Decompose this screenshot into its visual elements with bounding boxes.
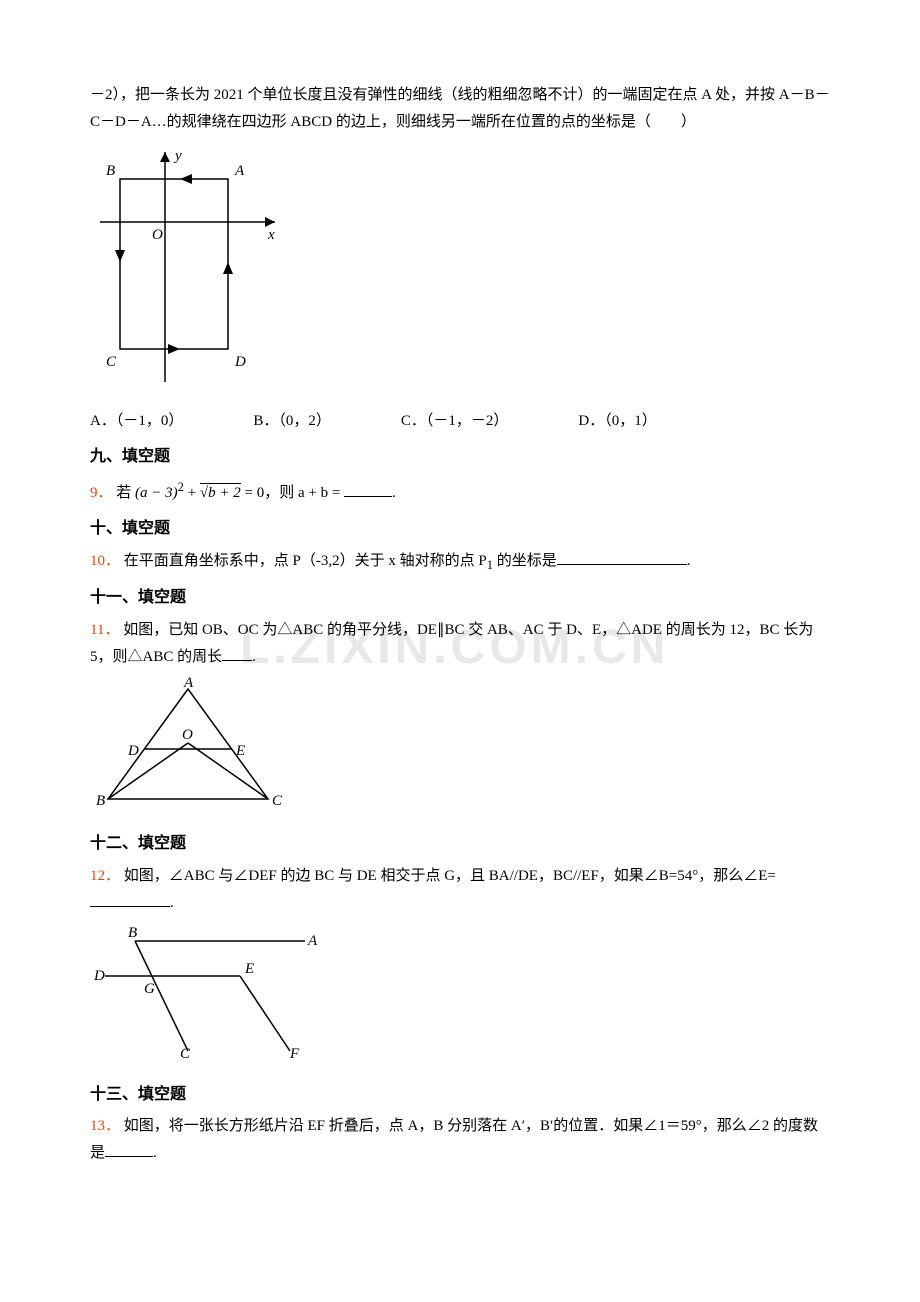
page-content: －2），把一条长为 2021 个单位长度且没有弹性的细线（线的粗细忽略不计）的一… xyxy=(90,82,830,1167)
diagram-triangle: A B C D E O xyxy=(90,677,830,822)
tri-A: A xyxy=(183,677,194,691)
option-d: D．（0，1） xyxy=(578,408,656,435)
q10-end: . xyxy=(687,553,691,569)
line-E: E xyxy=(244,961,254,977)
q11-blank xyxy=(222,646,252,661)
option-a: A．（－1，0） xyxy=(90,408,183,435)
label-y: y xyxy=(173,148,182,164)
line-C: C xyxy=(180,1046,191,1062)
section-11-title: 十一、填空题 xyxy=(90,584,830,613)
q10-number: 10． xyxy=(90,553,120,569)
q10-blank xyxy=(557,550,687,565)
q9-paren: (a − 3) xyxy=(135,485,178,501)
line-B: B xyxy=(128,925,137,941)
q9-number: 9． xyxy=(90,485,113,501)
q11-end: . xyxy=(252,649,256,665)
q12-end: . xyxy=(170,895,174,911)
tri-O: O xyxy=(182,727,193,743)
q11-text: 如图，已知 OB、OC 为△ABC 的角平分线，DE∥BC 交 AB、AC 于 … xyxy=(90,622,813,665)
q12-blank xyxy=(90,892,170,907)
q9-end: . xyxy=(392,485,396,501)
line-A: A xyxy=(307,933,318,949)
line-D: D xyxy=(93,968,105,984)
label-C: C xyxy=(106,354,117,370)
section-12-title: 十二、填空题 xyxy=(90,830,830,859)
q13-number: 13． xyxy=(90,1118,120,1134)
q9-pre: 若 xyxy=(116,485,131,501)
tri-C: C xyxy=(272,793,283,809)
q9-plus: + xyxy=(184,485,200,501)
tri-B: B xyxy=(96,793,105,809)
intro-problem-text: －2），把一条长为 2021 个单位长度且没有弹性的细线（线的粗细忽略不计）的一… xyxy=(90,82,830,136)
label-x: x xyxy=(267,227,275,243)
q11-number: 11． xyxy=(90,622,119,638)
option-b: B．（0，2） xyxy=(253,408,331,435)
label-A: A xyxy=(234,163,245,179)
label-O: O xyxy=(152,227,163,243)
diagram-rect-axes: A B C D O x y xyxy=(90,142,830,402)
question-11: 11． 如图，已知 OB、OC 为△ABC 的角平分线，DE∥BC 交 AB、A… xyxy=(90,617,830,671)
answer-options: A．（－1，0） B．（0，2） C．（－1，－2） D．（0，1） xyxy=(90,408,830,435)
section-13-title: 十三、填空题 xyxy=(90,1081,830,1110)
q13-text: 如图，将一张长方形纸片沿 EF 折叠后，点 A，B 分别落在 A′，B′的位置．… xyxy=(90,1118,818,1161)
tri-E: E xyxy=(235,743,245,759)
tri-D: D xyxy=(127,743,139,759)
label-B: B xyxy=(106,163,115,179)
question-9: 9． 若 (a − 3)2 + √b + 2 = 0，则 a + b = . xyxy=(90,476,830,507)
question-10: 10． 在平面直角坐标系中，点 P（-3,2）关于 x 轴对称的点 P1 的坐标… xyxy=(90,548,830,577)
q10-text-a: 在平面直角坐标系中，点 P（-3,2）关于 x 轴对称的点 P xyxy=(124,553,487,569)
line-F: F xyxy=(289,1046,300,1062)
diagram-lines: B A D G E C F xyxy=(90,923,830,1073)
q13-end: . xyxy=(153,1145,157,1161)
line-G: G xyxy=(144,981,155,997)
q12-number: 12． xyxy=(90,868,120,884)
q9-sqrt: √b + 2 xyxy=(200,483,241,501)
label-D: D xyxy=(234,354,246,370)
section-9-title: 九、填空题 xyxy=(90,443,830,472)
q9-post: ，则 a + b = xyxy=(264,485,344,501)
q12-text: 如图，∠ABC 与∠DEF 的边 BC 与 DE 相交于点 G，且 BA//DE… xyxy=(124,868,776,884)
q9-blank xyxy=(344,482,392,497)
q10-text-b: 的坐标是 xyxy=(493,553,557,569)
q9-eq: = 0 xyxy=(241,485,264,501)
q13-blank xyxy=(105,1142,153,1157)
question-12: 12． 如图，∠ABC 与∠DEF 的边 BC 与 DE 相交于点 G，且 BA… xyxy=(90,863,830,917)
option-c: C．（－1，－2） xyxy=(401,408,509,435)
question-13: 13． 如图，将一张长方形纸片沿 EF 折叠后，点 A，B 分别落在 A′，B′… xyxy=(90,1113,830,1167)
section-10-title: 十、填空题 xyxy=(90,515,830,544)
